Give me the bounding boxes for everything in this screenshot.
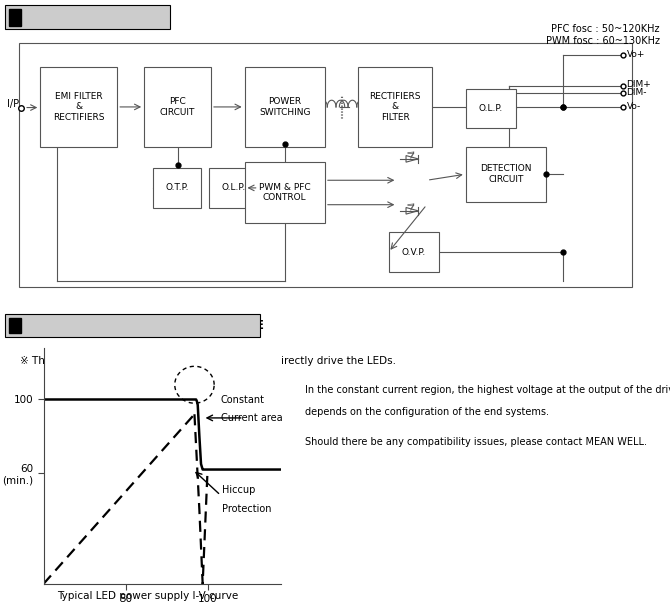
Text: Hiccup: Hiccup xyxy=(222,485,256,495)
Text: POWER
SWITCHING: POWER SWITCHING xyxy=(259,97,310,117)
Bar xyxy=(144,67,211,146)
Bar xyxy=(40,67,117,146)
Text: DETECTION
CIRCUIT: DETECTION CIRCUIT xyxy=(480,165,531,184)
Text: Vo+: Vo+ xyxy=(626,50,645,59)
Text: Typical LED power supply I-V curve: Typical LED power supply I-V curve xyxy=(57,592,238,601)
Text: Constant: Constant xyxy=(220,395,265,405)
Bar xyxy=(389,232,439,272)
Text: RECTIFIERS
&
FILTER: RECTIFIERS & FILTER xyxy=(370,92,421,122)
Text: O.L.P.: O.L.P. xyxy=(221,183,245,192)
Text: O.T.P.: O.T.P. xyxy=(165,183,189,192)
Text: DIM+: DIM+ xyxy=(626,80,651,90)
Bar xyxy=(9,9,21,25)
Text: Protection: Protection xyxy=(222,504,272,514)
Bar xyxy=(245,162,325,223)
Text: PFC fosc : 50~120KHz
PWM fosc : 60~130KHz: PFC fosc : 50~120KHz PWM fosc : 60~130KH… xyxy=(546,24,660,46)
Text: Vo-: Vo- xyxy=(626,102,641,111)
Text: PFC
CIRCUIT: PFC CIRCUIT xyxy=(160,97,195,117)
Bar xyxy=(245,67,325,146)
Text: In the constant current region, the highest voltage at the output of the driver: In the constant current region, the high… xyxy=(305,385,670,395)
Bar xyxy=(19,43,632,287)
Text: DIM-: DIM- xyxy=(626,88,647,97)
Text: DRIVING METHODS OF LED MODULE: DRIVING METHODS OF LED MODULE xyxy=(25,319,264,332)
Text: O.V.P.: O.V.P. xyxy=(401,247,426,257)
Bar xyxy=(209,168,257,208)
Text: BLOCK DIAGRAM: BLOCK DIAGRAM xyxy=(25,11,136,24)
Text: O.L.P.: O.L.P. xyxy=(478,104,503,113)
Text: I/P: I/P xyxy=(7,99,19,109)
Bar xyxy=(358,67,432,146)
Text: PWM & PFC
CONTROL: PWM & PFC CONTROL xyxy=(259,183,311,202)
Text: Current area: Current area xyxy=(220,413,282,424)
Text: depends on the configuration of the end systems.: depends on the configuration of the end … xyxy=(305,407,549,417)
Bar xyxy=(466,146,546,201)
Bar xyxy=(153,168,201,208)
Bar xyxy=(466,88,516,128)
Text: Should there be any compatibility issues, please contact MEAN WELL.: Should there be any compatibility issues… xyxy=(305,437,647,447)
Bar xyxy=(9,318,21,333)
Text: ※ This series works in constant current mode to directly drive the LEDs.: ※ This series works in constant current … xyxy=(20,356,396,366)
Bar xyxy=(5,313,260,337)
Text: EMI FILTER
&
RECTIFIERS: EMI FILTER & RECTIFIERS xyxy=(53,92,105,122)
Bar xyxy=(5,5,170,29)
